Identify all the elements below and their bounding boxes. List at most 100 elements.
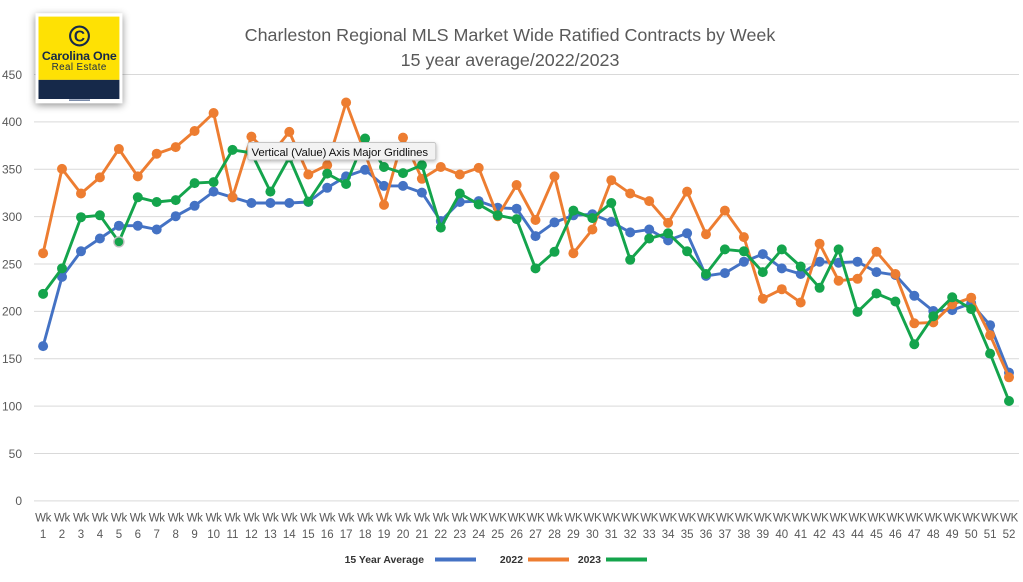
svg-text:Wk: Wk	[319, 513, 336, 525]
svg-text:WK: WK	[905, 513, 924, 525]
svg-text:39: 39	[756, 529, 769, 541]
svg-text:2022: 2022	[500, 555, 523, 566]
svg-text:WK: WK	[924, 513, 943, 525]
svg-text:Wk: Wk	[54, 513, 71, 525]
svg-text:7: 7	[153, 529, 159, 541]
svg-text:WK: WK	[716, 513, 735, 525]
svg-text:15 year average/2022/2023: 15 year average/2022/2023	[401, 50, 620, 70]
svg-text:Wk: Wk	[168, 513, 185, 525]
svg-text:31: 31	[605, 529, 618, 541]
svg-text:15: 15	[302, 529, 315, 541]
svg-text:400: 400	[2, 115, 22, 129]
svg-text:WK: WK	[754, 513, 773, 525]
svg-text:29: 29	[567, 529, 580, 541]
svg-text:WK: WK	[640, 513, 659, 525]
svg-text:Wk: Wk	[338, 513, 355, 525]
svg-text:32: 32	[624, 529, 637, 541]
svg-text:1: 1	[40, 529, 46, 541]
svg-text:Wk: Wk	[281, 513, 298, 525]
svg-text:43: 43	[832, 529, 845, 541]
svg-text:Wk: Wk	[73, 513, 90, 525]
svg-text:8: 8	[172, 529, 178, 541]
svg-text:33: 33	[643, 529, 656, 541]
svg-text:Wk: Wk	[130, 513, 147, 525]
svg-text:Wk: Wk	[149, 513, 166, 525]
svg-text:27: 27	[529, 529, 542, 541]
svg-text:WK: WK	[849, 513, 868, 525]
svg-text:100: 100	[2, 399, 22, 413]
svg-text:17: 17	[340, 529, 353, 541]
svg-text:Charleston Regional MLS Market: Charleston Regional MLS Market Wide Rati…	[245, 25, 776, 45]
svg-text:Wk: Wk	[92, 513, 109, 525]
svg-text:WK: WK	[962, 513, 981, 525]
svg-text:36: 36	[700, 529, 713, 541]
svg-text:Wk: Wk	[376, 513, 393, 525]
svg-text:19: 19	[378, 529, 391, 541]
svg-text:45: 45	[870, 529, 883, 541]
svg-text:WK: WK	[489, 513, 508, 525]
svg-text:WK: WK	[792, 513, 811, 525]
svg-text:WK: WK	[830, 513, 849, 525]
svg-text:16: 16	[321, 529, 334, 541]
svg-text:18: 18	[359, 529, 372, 541]
svg-text:WK: WK	[583, 513, 602, 525]
svg-text:Wk: Wk	[206, 513, 223, 525]
svg-text:Wk: Wk	[395, 513, 412, 525]
svg-text:Wk: Wk	[546, 513, 563, 525]
svg-text:13: 13	[264, 529, 277, 541]
svg-text:14: 14	[283, 529, 296, 541]
svg-text:Wk: Wk	[224, 513, 241, 525]
svg-text:0: 0	[15, 494, 22, 508]
svg-text:WK: WK	[602, 513, 621, 525]
svg-text:150: 150	[2, 352, 22, 366]
svg-text:Wk: Wk	[357, 513, 374, 525]
svg-text:22: 22	[434, 529, 447, 541]
svg-text:20: 20	[397, 529, 410, 541]
svg-text:42: 42	[813, 529, 826, 541]
svg-text:24: 24	[472, 529, 485, 541]
svg-text:12: 12	[245, 529, 258, 541]
svg-text:WK: WK	[943, 513, 962, 525]
svg-text:Wk: Wk	[414, 513, 431, 525]
svg-text:250: 250	[2, 257, 22, 271]
svg-text:WK: WK	[470, 513, 489, 525]
svg-text:38: 38	[738, 529, 751, 541]
svg-text:44: 44	[851, 529, 864, 541]
svg-text:9: 9	[191, 529, 197, 541]
svg-text:10: 10	[207, 529, 220, 541]
svg-text:WK: WK	[811, 513, 830, 525]
svg-text:WK: WK	[527, 513, 546, 525]
svg-text:WK: WK	[868, 513, 887, 525]
svg-text:WK: WK	[508, 513, 527, 525]
svg-text:WK: WK	[678, 513, 697, 525]
svg-text:Carolina One: Carolina One	[42, 49, 117, 63]
svg-text:WK: WK	[697, 513, 716, 525]
svg-text:WK: WK	[981, 513, 1000, 525]
svg-text:11: 11	[227, 529, 239, 541]
svg-text:Wk: Wk	[433, 513, 450, 525]
svg-text:5: 5	[116, 529, 122, 541]
svg-text:Wk: Wk	[35, 513, 52, 525]
svg-text:35: 35	[681, 529, 694, 541]
svg-text:51: 51	[984, 529, 997, 541]
svg-text:26: 26	[510, 529, 523, 541]
svg-text:350: 350	[2, 163, 22, 177]
svg-text:WK: WK	[735, 513, 754, 525]
svg-text:30: 30	[586, 529, 599, 541]
svg-text:28: 28	[548, 529, 561, 541]
svg-text:Wk: Wk	[300, 513, 317, 525]
svg-text:47: 47	[908, 529, 921, 541]
svg-text:WK: WK	[886, 513, 905, 525]
svg-text:WK: WK	[659, 513, 678, 525]
svg-text:46: 46	[889, 529, 902, 541]
svg-text:C: C	[74, 29, 85, 46]
svg-text:Wk: Wk	[243, 513, 260, 525]
svg-text:Wk: Wk	[452, 513, 469, 525]
svg-text:300: 300	[2, 210, 22, 224]
svg-text:49: 49	[946, 529, 959, 541]
svg-text:4: 4	[97, 529, 104, 541]
svg-text:21: 21	[416, 529, 429, 541]
svg-text:Wk: Wk	[187, 513, 204, 525]
svg-text:48: 48	[927, 529, 940, 541]
svg-text:25: 25	[491, 529, 504, 541]
